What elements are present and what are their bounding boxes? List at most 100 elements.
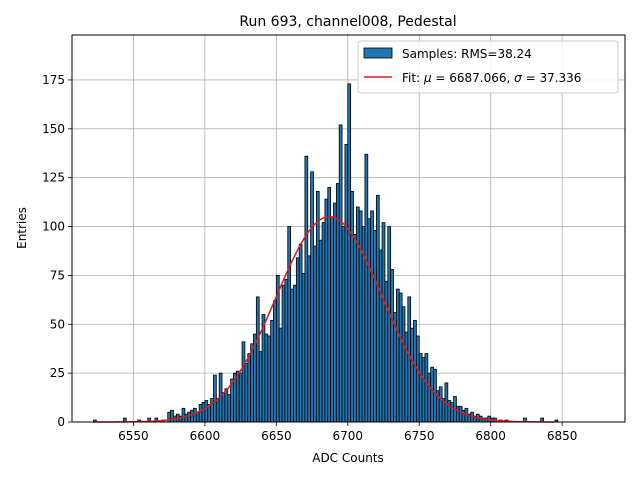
- histogram-bar: [390, 269, 394, 423]
- histogram-bar: [264, 333, 269, 423]
- histogram-bar: [235, 370, 240, 423]
- histogram-bar: [375, 194, 380, 423]
- histogram-bar: [378, 249, 383, 423]
- histogram-bar: [213, 374, 217, 423]
- histogram-bar: [193, 407, 197, 423]
- histogram-bar: [241, 341, 246, 423]
- histogram-bar: [313, 245, 317, 423]
- histogram-bar: [407, 296, 412, 423]
- histogram-bar: [430, 366, 434, 423]
- histogram-bar: [318, 239, 323, 423]
- histogram-bar: [413, 319, 417, 423]
- histogram-bar: [221, 392, 226, 423]
- histogram-bar: [250, 343, 254, 423]
- y-axis-label: Entries: [15, 207, 29, 249]
- y-tick-label: 0: [57, 415, 65, 429]
- histogram-bar: [347, 83, 352, 423]
- x-tick-label: 6850: [547, 429, 578, 443]
- y-tick-label: 100: [42, 220, 65, 234]
- y-tick-label: 175: [42, 73, 65, 87]
- histogram-bar: [458, 405, 463, 423]
- histogram-bar: [261, 314, 266, 423]
- histogram-bar: [290, 288, 294, 423]
- histogram-bar: [321, 222, 326, 423]
- histogram-bar: [333, 202, 337, 423]
- histogram-bar: [370, 210, 374, 423]
- histogram-bar: [267, 335, 272, 423]
- histogram-bar: [401, 306, 406, 423]
- legend-fit-part-1: Fit:: [402, 71, 424, 85]
- histogram-bar: [461, 409, 466, 423]
- histogram-bar: [295, 257, 300, 423]
- legend: Samples: RMS=38.24 Fit: μ = 6687.066, σ …: [357, 40, 619, 94]
- y-axis-ticks: 0 25 50 75 100 125 150 175: [42, 73, 72, 429]
- histogram-bar: [330, 216, 334, 423]
- y-tick-label: 50: [50, 317, 65, 331]
- fit-curve: [93, 216, 555, 423]
- histogram-bar: [358, 210, 363, 423]
- histogram-bar: [301, 273, 306, 423]
- histogram-bar: [281, 284, 286, 423]
- histogram-bar: [195, 411, 200, 423]
- histogram-bar: [455, 405, 460, 423]
- histogram-bar: [293, 284, 297, 423]
- plot-frame: [71, 34, 626, 423]
- histogram-bar: [284, 278, 289, 423]
- histogram-bar: [198, 404, 203, 423]
- histogram-bar: [355, 206, 360, 423]
- histogram-bar: [204, 400, 209, 423]
- histogram-bar: [373, 230, 377, 423]
- x-tick-label: 6750: [404, 429, 435, 443]
- histogram-bar: [344, 144, 349, 423]
- x-axis-ticks: 6550 6600 6650 6700 6750 6800 6850: [118, 422, 577, 443]
- histogram-bar: [433, 368, 437, 423]
- histogram-bar: [187, 411, 192, 423]
- y-tick-label: 150: [42, 122, 65, 136]
- histogram-bar: [244, 362, 249, 423]
- histogram-bar: [247, 353, 252, 423]
- histogram-bar: [170, 409, 174, 423]
- histogram-bar: [438, 386, 443, 423]
- x-tick-label: 6600: [190, 429, 221, 443]
- histogram-bar: [201, 402, 206, 423]
- histogram-bar: [310, 171, 314, 423]
- histogram-bar: [224, 388, 229, 423]
- histogram-bar: [350, 190, 354, 423]
- legend-label-fit: Fit: μ = 6687.066, σ = 37.336: [402, 71, 581, 85]
- histogram-bar: [307, 255, 312, 423]
- legend-fit-part-2: = 6687.066,: [432, 71, 515, 85]
- histogram-bar: [447, 400, 452, 423]
- x-tick-label: 6550: [118, 429, 149, 443]
- histogram-bar: [215, 398, 220, 423]
- histogram-bar: [270, 319, 274, 423]
- histogram-bar: [450, 402, 454, 423]
- legend-label-samples: Samples: RMS=38.24: [402, 47, 532, 61]
- y-tick-label: 75: [50, 268, 65, 282]
- legend-fit-mu-symbol: μ: [423, 71, 432, 85]
- histogram-bar: [227, 394, 232, 423]
- legend-swatch-samples: [363, 47, 393, 59]
- histogram-bar: [418, 353, 423, 423]
- histogram-bar: [238, 372, 243, 423]
- x-tick-label: 6650: [261, 429, 292, 443]
- histogram-bar: [324, 198, 329, 423]
- histogram-bar: [255, 296, 260, 423]
- histogram-bar: [181, 407, 186, 423]
- x-axis-label: ADC Counts: [312, 451, 384, 465]
- legend-fit-part-3: = 37.336: [522, 71, 582, 85]
- histogram-bar: [304, 155, 309, 423]
- x-tick-label: 6800: [475, 429, 506, 443]
- histogram-bar: [367, 218, 372, 423]
- y-tick-label: 125: [42, 171, 65, 185]
- histogram-bar: [381, 222, 386, 423]
- histogram-bar: [427, 372, 432, 423]
- histogram-bar: [415, 335, 420, 423]
- histogram-bar: [364, 153, 369, 423]
- histogram-bar: [410, 327, 414, 423]
- histogram-bar: [315, 190, 320, 423]
- histogram-bar: [298, 243, 303, 423]
- x-tick-label: 6700: [333, 429, 364, 443]
- histogram-bar: [258, 351, 263, 423]
- histogram-bar: [424, 353, 429, 423]
